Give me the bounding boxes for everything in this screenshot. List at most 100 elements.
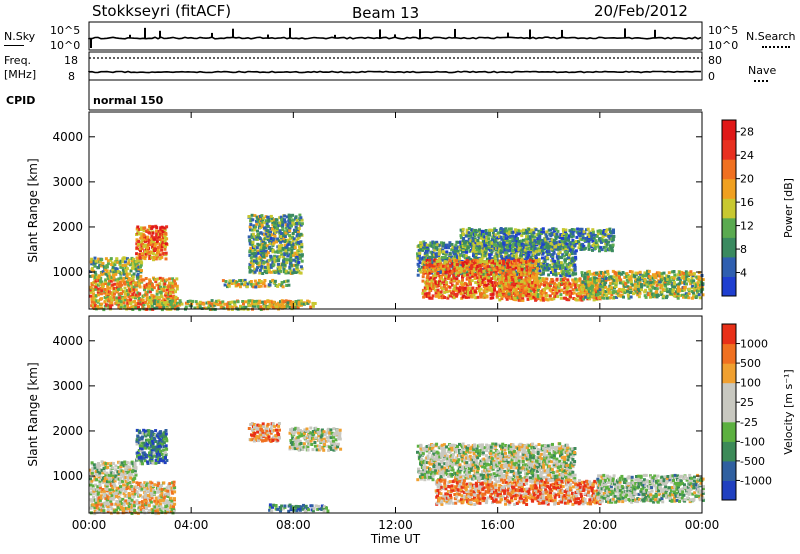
power-cell <box>134 281 138 285</box>
power-cell <box>96 304 100 308</box>
power-cell <box>173 284 177 288</box>
power-cell <box>606 272 610 276</box>
power-cell <box>255 246 259 250</box>
power-cell <box>92 261 96 265</box>
power-cell <box>219 305 223 309</box>
power-cell <box>171 281 175 285</box>
power-cell <box>238 285 242 289</box>
power-cell <box>545 235 549 239</box>
power-cell <box>248 265 252 269</box>
power-cell <box>141 256 145 259</box>
power-cell <box>104 282 108 285</box>
nsky-legend-line <box>4 45 24 46</box>
power-cell <box>649 281 653 285</box>
power-cell <box>285 258 288 262</box>
power-cell <box>532 288 536 292</box>
power-cell <box>284 249 288 253</box>
velocity-cell <box>102 509 106 513</box>
power-cell <box>135 252 139 256</box>
power-cell <box>171 277 175 281</box>
power-cell <box>186 300 190 303</box>
power-cell <box>255 268 259 272</box>
power-cell <box>140 244 144 248</box>
power-cell <box>91 299 95 303</box>
power-cell <box>612 228 615 232</box>
power-cell <box>612 235 616 238</box>
freq-tick-top: 18 <box>64 54 78 67</box>
power-cell <box>123 280 127 284</box>
power-cell <box>121 279 125 283</box>
power-cell <box>299 265 303 269</box>
power-cell <box>687 292 691 296</box>
power-cell <box>112 276 116 280</box>
power-cell <box>146 302 150 306</box>
power-cell <box>466 246 470 250</box>
power-cell <box>207 305 211 309</box>
power-cell <box>153 237 157 241</box>
power-cell <box>164 251 168 255</box>
power-cell <box>587 247 591 251</box>
power-cell <box>247 235 251 239</box>
power-cell <box>569 295 572 299</box>
power-cell <box>117 277 121 281</box>
power-cell <box>107 272 111 275</box>
power-cell <box>300 259 304 263</box>
power-cell <box>147 240 151 244</box>
power-cell <box>154 257 158 261</box>
power-cell <box>425 253 429 257</box>
power-cell <box>148 253 152 257</box>
power-cell <box>172 294 176 298</box>
power-cell <box>227 284 231 288</box>
power-cell <box>233 303 237 307</box>
power-cell <box>491 296 495 300</box>
power-cell <box>581 280 585 284</box>
power-cell <box>556 229 560 233</box>
power-cell <box>443 296 446 299</box>
power-cell <box>545 294 549 298</box>
power-cell <box>275 218 279 222</box>
power-cell <box>168 288 172 292</box>
power-cell <box>145 249 149 253</box>
power-cell <box>170 297 173 301</box>
power-cell <box>93 276 97 280</box>
power-cell <box>174 290 177 294</box>
power-cell <box>164 293 168 297</box>
power-cell <box>290 224 293 228</box>
power-cell <box>538 249 542 253</box>
power-cell <box>113 282 117 286</box>
power-cell <box>258 271 262 275</box>
power-cell <box>622 287 625 291</box>
power-cell <box>514 262 518 266</box>
power-cell <box>142 229 146 233</box>
power-cell <box>162 297 166 301</box>
power-cell <box>119 276 123 280</box>
power-cell <box>123 282 127 286</box>
power-cell <box>155 241 159 245</box>
power-cell <box>484 229 488 232</box>
power-cell <box>145 292 149 296</box>
power-cell <box>625 272 629 276</box>
power-cell <box>162 236 166 239</box>
power-cell <box>484 246 488 250</box>
power-cell <box>487 267 491 271</box>
power-cell <box>455 263 459 266</box>
power-cell <box>254 285 258 289</box>
power-cell <box>439 290 443 294</box>
nsky-tick-top: 10^5 <box>50 24 81 37</box>
power-cell <box>251 299 255 303</box>
power-cell <box>572 291 576 295</box>
power-cell <box>544 286 548 290</box>
power-cell <box>269 230 272 234</box>
velocity-cell <box>106 508 110 512</box>
power-cell <box>660 284 664 288</box>
power-cell <box>286 279 290 283</box>
power-cell <box>119 281 122 284</box>
power-cell <box>683 285 687 289</box>
power-cell <box>94 273 98 277</box>
power-cell <box>277 262 280 266</box>
nsky-line <box>88 36 702 40</box>
nsky-panel-frame <box>88 21 703 51</box>
beam-label: Beam 13 <box>352 4 420 22</box>
power-cell <box>141 305 145 309</box>
